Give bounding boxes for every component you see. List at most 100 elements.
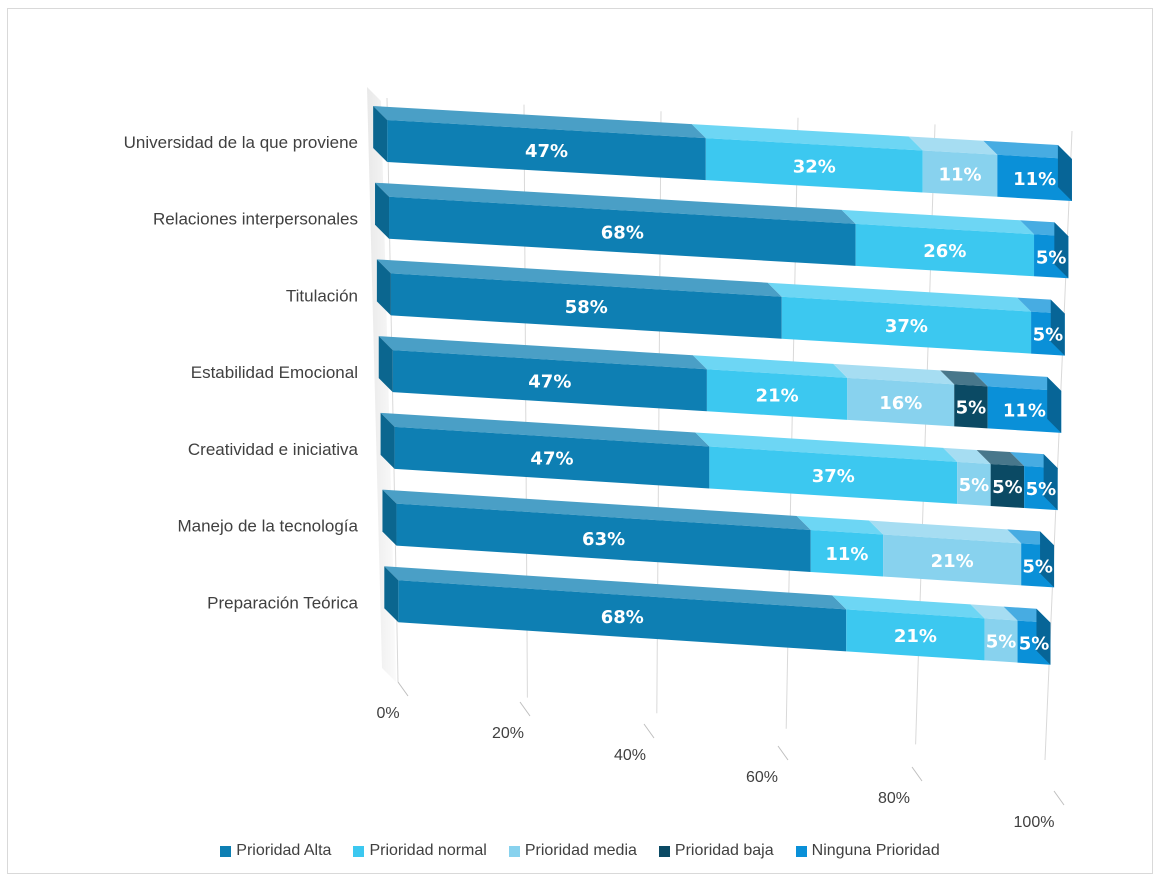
bar-titulacion-prioridad-normal-top (767, 282, 1032, 312)
bar-preparacion-teorica-prioridad-media-top (970, 604, 1018, 621)
bar-titulacion-prioridad-alta (390, 273, 782, 339)
data-label: 47% (528, 372, 571, 393)
bar-estabilidad-emocional-prioridad-baja (954, 384, 988, 429)
tick-label: 80% (878, 790, 910, 807)
data-label: 21% (756, 386, 799, 407)
bar-estabilidad-emocional-prioridad-alta (392, 350, 707, 412)
legend-label: Prioridad baja (674, 842, 774, 859)
bar-creatividad-e-iniciativa-ninguna-prioridad-end (1043, 454, 1058, 511)
category-label-manejo-de-la-tecnologia: Manejo de la tecnología (177, 517, 358, 536)
tick-mark (777, 745, 789, 761)
data-label: 21% (894, 626, 937, 647)
tick-mark (397, 681, 409, 697)
bar-creatividad-e-iniciativa-prioridad-alta (394, 426, 710, 489)
data-label: 5% (1036, 247, 1067, 268)
bar-universidad-de-la-que-proviene-prioridad-alta-top (373, 106, 706, 139)
tick-mark (1053, 790, 1065, 806)
bar-manejo-de-la-tecnologia-prioridad-alta (396, 503, 811, 572)
tick-mark (643, 723, 655, 739)
legend-swatch (220, 845, 232, 857)
data-label: 47% (525, 141, 568, 162)
data-label: 32% (793, 156, 836, 177)
tick-mark (519, 701, 531, 717)
bar-estabilidad-emocional-ninguna-prioridad-top (973, 372, 1062, 391)
legend-swatch (658, 845, 670, 857)
bar-creatividad-e-iniciativa-prioridad-alta-top (380, 412, 710, 447)
bar-creatividad-e-iniciativa-prioridad-media (957, 461, 991, 506)
bar-preparacion-teorica-ninguna-prioridad-end (1036, 608, 1051, 665)
bar-estabilidad-emocional-prioridad-media-top (833, 363, 955, 385)
data-label: 5% (992, 477, 1023, 498)
data-label: 11% (1013, 169, 1056, 190)
bar-preparacion-teorica-prioridad-alta-top (384, 566, 847, 610)
legend-swatch (353, 845, 365, 857)
bar-manejo-de-la-tecnologia-prioridad-normal (810, 529, 884, 577)
bar-preparacion-teorica-prioridad-media (984, 618, 1018, 663)
bar-titulacion-prioridad-alta-top (376, 259, 782, 297)
category-label-universidad-de-la-que-proviene: Universidad de la que proviene (124, 133, 358, 152)
legend-swatch (795, 845, 807, 857)
bar-universidad-de-la-que-proviene-ninguna-prioridad (997, 154, 1072, 201)
data-label: 37% (812, 466, 855, 487)
tick-label: 100% (1014, 814, 1055, 831)
category-label-estabilidad-emocional: Estabilidad Emocional (191, 363, 358, 382)
bar-creatividad-e-iniciativa-prioridad-normal-top (695, 432, 958, 462)
legend-item-prioridad-baja: Prioridad baja (658, 842, 774, 860)
bar-estabilidad-emocional-ninguna-prioridad (987, 386, 1062, 433)
bar-relaciones-interpersonales-prioridad-alta (389, 196, 856, 266)
data-label: 5% (1019, 634, 1050, 655)
data-label: 11% (825, 544, 868, 565)
bar-preparacion-teorica-prioridad-normal-top (832, 595, 985, 619)
bar-estabilidad-emocional-prioridad-baja-top (940, 370, 988, 387)
tick-mark (911, 766, 923, 782)
data-label: 63% (582, 529, 625, 550)
data-label: 58% (565, 297, 608, 318)
tick-label: 60% (746, 769, 778, 786)
bar-titulacion-ninguna-prioridad-end (1050, 299, 1065, 356)
data-label: 47% (530, 449, 573, 470)
value-axis: 0% 20% 40% 60% 80% 100% (376, 681, 1065, 831)
bar-relaciones-interpersonales-prioridad-alta-start (375, 182, 390, 239)
legend-swatch (508, 845, 520, 857)
bar-universidad-de-la-que-proviene-prioridad-alta-start (373, 106, 388, 162)
data-label: 16% (879, 393, 922, 414)
bar-titulacion-prioridad-normal (781, 296, 1032, 354)
bar-creatividad-e-iniciativa-prioridad-alta-start (380, 412, 395, 469)
data-label: 21% (931, 551, 974, 572)
data-label: 5% (1033, 325, 1064, 346)
tick-label: 0% (376, 705, 399, 722)
tick-label: 40% (614, 747, 646, 764)
data-label: 68% (601, 607, 644, 628)
data-label: 37% (885, 316, 928, 337)
bar-manejo-de-la-tecnologia-ninguna-prioridad-end (1040, 531, 1055, 588)
bar-creatividad-e-iniciativa-prioridad-baja-top (976, 449, 1025, 467)
data-label: 5% (959, 475, 990, 496)
bar-estabilidad-emocional-prioridad-alta-top (378, 336, 707, 370)
category-label-creatividad-e-iniciativa: Creatividad e iniciativa (188, 440, 359, 459)
bar-manejo-de-la-tecnologia-prioridad-normal-top (796, 515, 884, 535)
data-label: 11% (938, 165, 981, 186)
category-label-titulacion: Titulación (286, 286, 358, 305)
legend: Prioridad Alta Prioridad normal Prioridad … (0, 838, 1160, 864)
data-label: 5% (986, 632, 1017, 653)
bar-relaciones-interpersonales-prioridad-normal (855, 223, 1035, 277)
bar-creatividad-e-iniciativa-prioridad-normal (709, 446, 958, 504)
legend-item-prioridad-media: Prioridad media (508, 842, 637, 860)
bar-creatividad-e-iniciativa-prioridad-media-top (943, 447, 991, 464)
category-axis: Universidad de la que proviene Relaciones… (124, 133, 359, 612)
bar-relaciones-interpersonales-prioridad-normal-top (841, 209, 1035, 235)
bar-manejo-de-la-tecnologia-prioridad-alta-top (382, 489, 811, 530)
legend-item-ninguna-prioridad: Ninguna Prioridad (795, 842, 940, 860)
data-label: 5% (1022, 556, 1053, 577)
legend-label: Ninguna Prioridad (811, 842, 940, 859)
bar-titulacion-prioridad-alta-start (376, 259, 391, 316)
bar-universidad-de-la-que-proviene-ninguna-prioridad-top (983, 140, 1072, 159)
bar-manejo-de-la-tecnologia-prioridad-media-top (869, 520, 1022, 544)
bar-manejo-de-la-tecnologia-prioridad-alta-start (382, 489, 397, 546)
data-labels: 47% 32% 11% 11% 68% 26% 5% 58% 37% 5% 47% 21% 16% 5% 1… (525, 141, 1067, 655)
bar-universidad-de-la-que-proviene-prioridad-normal-top (691, 124, 923, 151)
bars (373, 106, 1072, 665)
bar-estabilidad-emocional-prioridad-alta-start (378, 336, 393, 393)
data-label: 11% (1003, 401, 1046, 422)
